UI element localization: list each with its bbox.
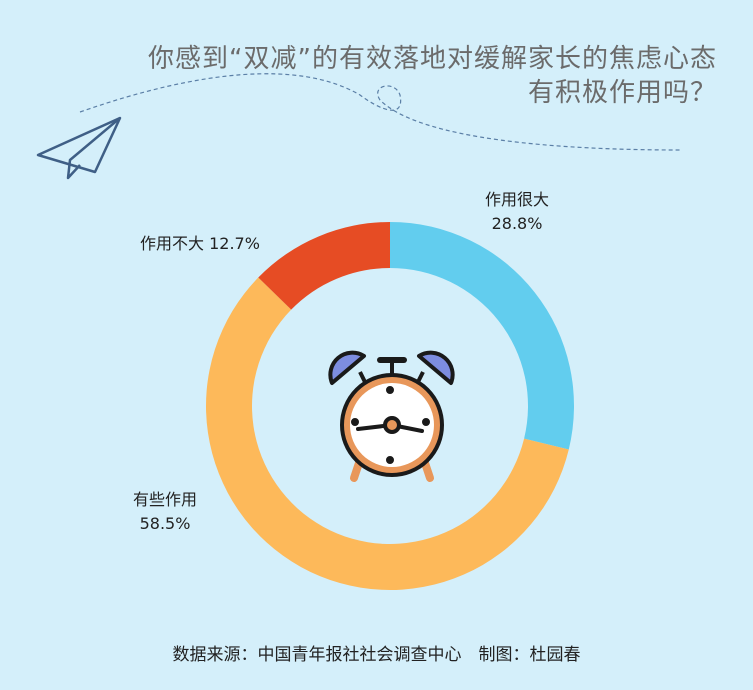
slice-label-text: 作用不大	[140, 234, 205, 253]
source-credit: 数据来源：中国青年报社社会调查中心 制图：杜园春	[172, 645, 581, 665]
slice-label-text: 作用很大	[484, 190, 549, 209]
donut-slice-1	[205, 277, 569, 591]
slice-value-text: 12.7%	[209, 234, 260, 253]
title-line-1: 你感到“双减”的有效落地对缓解家长的焦虑心态	[148, 44, 717, 74]
slice-label-large-effect: 作用很大 28.8%	[462, 188, 572, 236]
slice-label-text: 有些作用	[132, 490, 197, 509]
slice-label-some-effect: 有些作用 58.5%	[110, 488, 220, 536]
alarm-clock-icon	[328, 350, 455, 482]
paper-plane-icon	[36, 116, 122, 180]
donut-slice-2	[258, 222, 390, 310]
slice-value-text: 28.8%	[491, 214, 543, 233]
title-line-2: 有积极作用吗？	[527, 78, 717, 108]
dashed-flight-path	[79, 73, 681, 151]
donut-slice-0	[390, 222, 574, 450]
slice-label-small-effect: 作用不大 12.7%	[140, 232, 260, 256]
slice-value-text: 58.5%	[139, 514, 191, 533]
